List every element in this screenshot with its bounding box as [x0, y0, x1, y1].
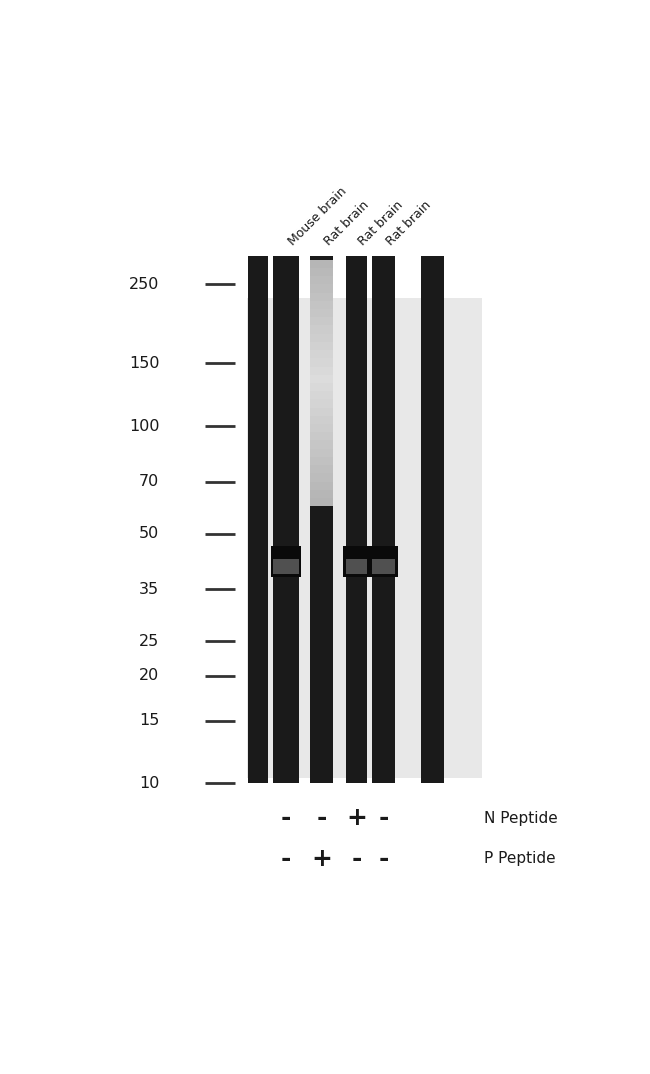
Text: Rat brain: Rat brain	[384, 199, 433, 248]
Text: P Peptide: P Peptide	[484, 852, 556, 867]
Bar	[310, 366, 333, 375]
Bar	[310, 456, 333, 465]
Bar	[310, 285, 333, 292]
Bar	[310, 490, 333, 498]
Bar	[346, 558, 367, 574]
Bar	[310, 350, 333, 359]
Bar	[310, 301, 333, 309]
Bar	[310, 481, 333, 490]
Text: 35: 35	[139, 582, 159, 596]
Text: 50: 50	[139, 526, 159, 541]
Bar	[310, 391, 333, 400]
Bar	[310, 432, 333, 440]
Bar	[310, 260, 333, 268]
Text: 15: 15	[139, 713, 159, 728]
Text: -: -	[378, 846, 389, 871]
Bar	[310, 474, 333, 481]
Bar	[310, 416, 333, 424]
Bar	[310, 408, 333, 416]
Bar	[310, 449, 333, 456]
Bar	[310, 375, 333, 383]
Bar	[310, 260, 333, 506]
Text: N Peptide: N Peptide	[484, 811, 558, 826]
Bar	[310, 317, 333, 325]
Bar	[273, 256, 298, 783]
Bar	[369, 547, 398, 577]
Bar	[273, 558, 298, 574]
Text: 250: 250	[129, 277, 159, 292]
Bar	[310, 424, 333, 432]
Text: 25: 25	[139, 634, 159, 649]
Bar	[310, 268, 333, 276]
Bar	[310, 309, 333, 317]
Bar	[343, 547, 370, 577]
Bar	[310, 383, 333, 391]
Text: -: -	[317, 806, 327, 830]
Text: 150: 150	[129, 355, 159, 371]
Text: Mouse brain: Mouse brain	[286, 185, 349, 248]
Bar	[310, 292, 333, 301]
Bar	[421, 256, 444, 783]
Bar	[372, 256, 395, 783]
Text: -: -	[281, 846, 291, 871]
Bar	[270, 547, 301, 577]
Text: +: +	[346, 806, 367, 830]
Bar	[248, 299, 482, 778]
Bar	[310, 400, 333, 408]
Text: 20: 20	[139, 668, 159, 683]
Text: Rat brain: Rat brain	[356, 199, 406, 248]
Bar	[248, 256, 268, 783]
Text: -: -	[351, 846, 361, 871]
Text: +: +	[311, 846, 332, 871]
Text: Rat brain: Rat brain	[322, 199, 371, 248]
Text: 70: 70	[139, 474, 159, 489]
Bar	[310, 498, 333, 506]
Text: 100: 100	[129, 419, 159, 434]
Bar	[310, 334, 333, 342]
Bar	[372, 558, 395, 574]
Bar	[310, 465, 333, 474]
Bar	[310, 276, 333, 285]
Bar	[310, 256, 333, 783]
Text: 10: 10	[139, 775, 159, 790]
Bar	[310, 440, 333, 449]
Bar	[310, 359, 333, 366]
Text: -: -	[281, 806, 291, 830]
Bar	[346, 256, 367, 783]
Bar	[310, 325, 333, 334]
Bar	[310, 342, 333, 350]
Text: -: -	[378, 806, 389, 830]
